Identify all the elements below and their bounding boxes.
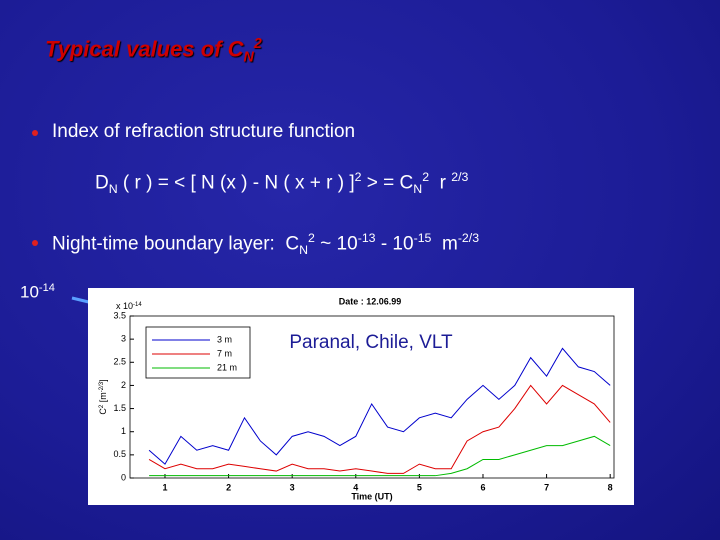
chart-title: Date : 12.06.99 <box>339 296 402 306</box>
series-line <box>148 347 611 465</box>
text-run: Index of refraction structure function <box>52 121 356 142</box>
text-run: ] <box>98 379 108 382</box>
text-sup: 2/3 <box>451 170 469 184</box>
text-sup: 2 <box>253 36 262 52</box>
text-run: Typical values of C <box>45 36 244 62</box>
text-run: m <box>431 233 458 255</box>
legend-label: 21 m <box>217 362 237 372</box>
x-axis-label: Time (UT) <box>351 491 392 501</box>
text-sup: -14 <box>38 282 55 294</box>
text-sub: N <box>243 49 254 66</box>
x-tick-label: 5 <box>417 482 422 492</box>
y-tick-label: 1 <box>121 426 126 436</box>
text-run: ~ 10 <box>314 233 358 255</box>
text-run: > = C <box>361 172 414 194</box>
series-line <box>148 384 611 474</box>
text-run: - 10 <box>375 233 414 255</box>
legend-box <box>145 326 251 379</box>
text-sub: N <box>299 243 309 258</box>
text-sup: 2 <box>99 404 105 408</box>
x-tick-label: 2 <box>226 482 231 492</box>
text-sup: 2 <box>422 170 430 184</box>
text-sup: -13 <box>357 231 376 245</box>
x-tick-label: 4 <box>353 482 358 492</box>
text-sup: -14 <box>133 302 142 308</box>
bullet: Night-time boundary layer: CN2 ~ 10-13 -… <box>31 231 480 258</box>
slide-title: Typical values of CN2 <box>45 36 262 66</box>
text-sup: 2 <box>354 170 362 184</box>
y-tick-label: 2.5 <box>113 357 126 367</box>
text-run: r <box>429 172 452 194</box>
bullet: Index of refraction structure function <box>31 121 356 143</box>
text-sup: -2/3 <box>99 381 105 392</box>
text-run: [m <box>98 392 108 405</box>
y-axis-label: C2 [m-2/3] <box>98 379 108 414</box>
annotation: Paranal, Chile, VLT <box>289 332 453 353</box>
legend-label: 7 m <box>217 348 232 358</box>
legend-label: 3 m <box>217 334 232 344</box>
x-tick-label: 1 <box>162 482 167 492</box>
text-run: C <box>98 408 108 415</box>
x-tick-label: 8 <box>608 482 613 492</box>
y-tick-label: 2 <box>121 380 126 390</box>
y-tick-label: 3 <box>121 334 126 344</box>
x-tick-label: 7 <box>544 482 549 492</box>
text-sub: N <box>413 182 423 197</box>
text-run: 10 <box>20 282 39 302</box>
text-run: Night-time boundary layer: C <box>52 233 300 255</box>
chart-background <box>88 288 634 505</box>
y-tick-label: 1.5 <box>113 403 126 413</box>
text-run: D <box>95 172 109 194</box>
text-sup: 2 <box>308 231 315 245</box>
series-line <box>149 435 611 477</box>
text-sub: N <box>108 182 118 197</box>
formula: DN ( r ) = < [ N (x ) - N ( x + r ) ]2 >… <box>95 170 468 196</box>
y-tick-label: 3.5 <box>113 310 126 320</box>
plot-frame <box>129 315 615 479</box>
text-run: ( r ) = < [ N (x ) - N ( x + r ) ] <box>117 172 355 194</box>
y-multiplier: x 10-14 <box>116 301 142 311</box>
text-sup: -2/3 <box>457 231 480 245</box>
text-sup: -15 <box>413 231 432 245</box>
y-tick-label: 0 <box>121 472 126 482</box>
x-tick-label: 3 <box>290 482 295 492</box>
y-tick-label: 0.5 <box>113 449 126 459</box>
text-run: x 10 <box>116 301 133 311</box>
annotation-box <box>258 327 485 357</box>
x-tick-label: 6 <box>480 482 485 492</box>
pointer-label: 10-14 <box>20 282 55 303</box>
